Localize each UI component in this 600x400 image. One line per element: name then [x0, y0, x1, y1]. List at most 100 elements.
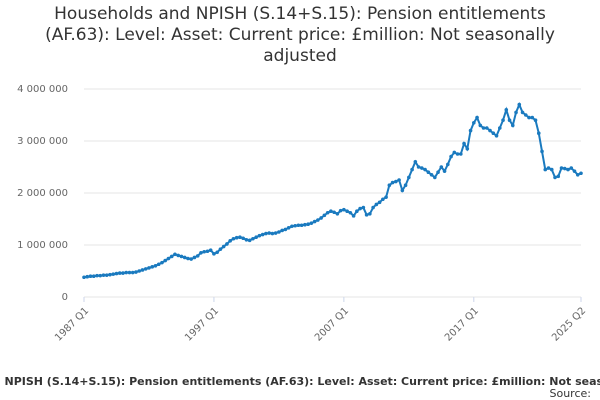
data-point	[127, 270, 132, 275]
data-point	[189, 257, 193, 261]
y-tick-label: 4 000 000	[17, 84, 68, 95]
data-point	[442, 169, 447, 173]
data-point	[374, 202, 379, 207]
data-point	[150, 265, 155, 269]
data-point	[351, 214, 356, 218]
data-point	[309, 221, 314, 225]
data-point	[410, 167, 414, 172]
data-point	[173, 252, 177, 257]
data-point	[377, 200, 382, 205]
data-point	[124, 270, 129, 275]
y-tick-label: 1 000 000	[17, 240, 68, 251]
data-point	[494, 134, 499, 138]
data-point	[228, 239, 232, 243]
data-point	[504, 108, 509, 112]
x-tick-label: 2007 Q1	[313, 305, 351, 343]
data-point	[579, 171, 583, 176]
data-point	[280, 228, 284, 233]
data-point	[329, 209, 333, 213]
data-point	[520, 110, 525, 115]
data-point	[355, 209, 359, 213]
data-point	[143, 267, 148, 271]
data-point	[293, 223, 297, 228]
source: Source:	[550, 387, 592, 400]
data-point	[251, 236, 255, 241]
data-point	[316, 218, 320, 222]
data-point	[283, 227, 288, 232]
data-point	[452, 150, 457, 155]
data-point	[387, 183, 392, 187]
data-point	[501, 118, 505, 122]
data-point	[121, 271, 125, 275]
data-point	[218, 247, 223, 251]
data-point	[446, 162, 450, 167]
data-point	[546, 166, 551, 170]
data-point	[423, 167, 427, 172]
data-point	[241, 236, 245, 241]
data-point	[160, 260, 164, 265]
data-point	[514, 110, 518, 115]
data-point	[572, 169, 577, 173]
data-point	[361, 205, 366, 210]
data-point	[85, 274, 90, 279]
data-point	[270, 231, 275, 236]
data-point	[221, 244, 226, 249]
data-point	[348, 210, 353, 215]
data-point	[436, 170, 440, 174]
data-point	[273, 231, 278, 235]
data-point	[299, 223, 304, 228]
data-point	[338, 208, 343, 213]
data-point	[384, 195, 388, 199]
data-point	[231, 236, 236, 241]
data-point	[247, 238, 252, 243]
data-point	[484, 126, 489, 130]
data-point	[449, 154, 453, 159]
data-point	[413, 160, 418, 164]
data-point	[400, 188, 405, 193]
data-point	[267, 231, 271, 235]
data-point	[368, 212, 372, 216]
data-point	[277, 230, 281, 234]
data-point	[101, 273, 106, 277]
data-point	[225, 242, 229, 246]
data-point	[182, 255, 187, 260]
data-point	[543, 167, 548, 172]
legend-entry: Households and NPISH (S.14+S.15): Pensio…	[0, 375, 600, 388]
data-point	[208, 248, 213, 252]
data-point	[306, 222, 310, 226]
data-point	[491, 131, 496, 135]
data-point	[559, 166, 564, 170]
data-point	[286, 226, 291, 230]
data-point	[312, 219, 317, 224]
data-point	[104, 273, 109, 277]
data-point	[91, 274, 96, 279]
data-point	[416, 165, 421, 169]
data-point	[478, 123, 483, 128]
data-point	[257, 233, 262, 238]
data-point	[472, 121, 476, 125]
data-point	[397, 178, 401, 182]
data-point	[108, 272, 112, 277]
data-point	[381, 197, 385, 202]
y-tick-label: 2 000 000	[17, 188, 68, 199]
series-line	[83, 101, 582, 279]
data-point	[562, 166, 567, 171]
y-tick-label: 0	[62, 292, 68, 303]
y-tick-label: 3 000 000	[17, 136, 68, 147]
chart-title: Households and NPISH (S.14+S.15): Pensio…	[45, 4, 555, 66]
data-point	[296, 223, 301, 228]
data-point	[394, 179, 398, 184]
data-point	[114, 271, 119, 276]
data-point	[462, 141, 466, 146]
data-point	[517, 102, 522, 107]
data-point	[325, 210, 330, 215]
data-point	[475, 115, 479, 120]
data-point	[523, 113, 528, 117]
data-point	[371, 205, 375, 210]
data-point	[536, 131, 541, 135]
data-point	[481, 126, 486, 130]
data-point	[176, 253, 181, 258]
data-point	[556, 174, 561, 179]
data-point	[130, 270, 135, 275]
